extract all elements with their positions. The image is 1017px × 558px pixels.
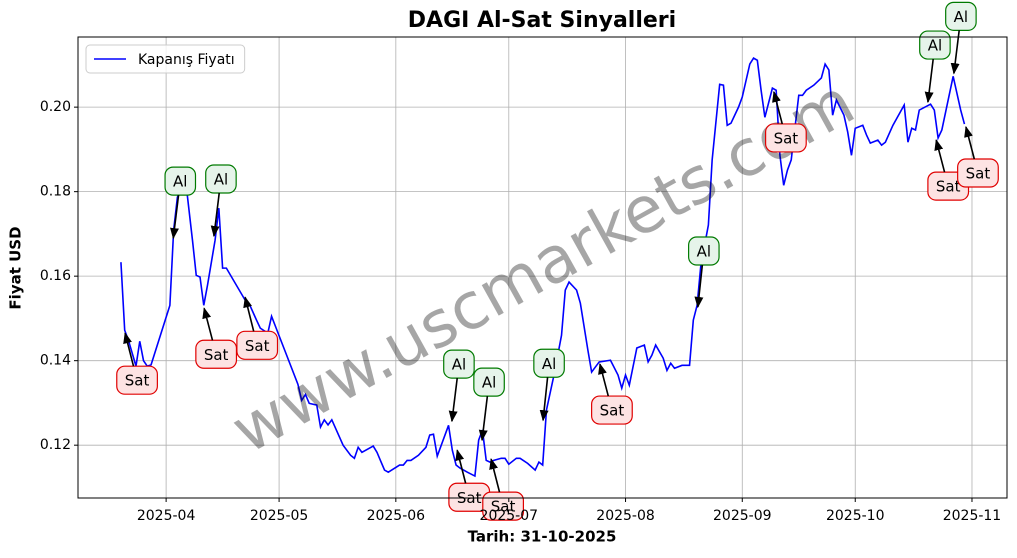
signal-annotation: Al bbox=[473, 367, 505, 442]
signal-annotation: Al bbox=[919, 30, 951, 104]
y-axis-label: Fiyat USD bbox=[7, 226, 25, 309]
signal-box bbox=[443, 349, 475, 379]
signal-box bbox=[957, 158, 999, 188]
signal-annotation: Al bbox=[205, 164, 237, 238]
signal-arrow bbox=[243, 296, 255, 332]
signal-annotation: Al bbox=[533, 348, 565, 422]
signal-label: Sat bbox=[125, 372, 150, 390]
signal-arrow bbox=[448, 377, 459, 423]
axes-frame bbox=[77, 36, 1008, 499]
signal-label: Al bbox=[954, 8, 968, 26]
signal-label: Al bbox=[542, 355, 556, 373]
x-tick-label: 2025-10 bbox=[826, 508, 885, 524]
signal-box bbox=[688, 236, 720, 266]
signal-arrow bbox=[950, 30, 960, 75]
signal-box bbox=[164, 166, 197, 196]
signal-label: Sat bbox=[204, 346, 229, 364]
signal-arrow bbox=[170, 195, 180, 240]
signal-box bbox=[945, 1, 977, 31]
chart-title: DAGI Al-Sat Sinyalleri bbox=[408, 8, 676, 33]
signal-label: Al bbox=[452, 356, 466, 374]
signal-arrow bbox=[772, 90, 784, 125]
y-tick-label: 0.14 bbox=[40, 353, 71, 369]
x-tick-label: 2025-11 bbox=[943, 508, 1002, 524]
x-tick-label: 2025-09 bbox=[713, 508, 772, 524]
signal-arrow bbox=[694, 264, 704, 309]
signal-box bbox=[591, 395, 633, 425]
signal-box bbox=[195, 339, 238, 369]
signal-label: Sat bbox=[966, 165, 991, 183]
signal-annotation: Sat bbox=[764, 90, 807, 153]
y-tick-label: 0.20 bbox=[40, 99, 71, 115]
signal-arrow bbox=[598, 362, 610, 397]
signal-box bbox=[533, 348, 565, 378]
signal-arrow bbox=[123, 332, 135, 367]
x-tick-label: 2025-06 bbox=[367, 508, 426, 524]
x-tick-label: 2025-04 bbox=[137, 508, 196, 524]
x-tick-label: 2025-07 bbox=[480, 508, 539, 524]
signal-label: Sat bbox=[600, 402, 625, 420]
legend-label: Kapanış Fiyatı bbox=[138, 52, 235, 68]
signal-arrow bbox=[455, 449, 467, 484]
signal-box bbox=[919, 30, 951, 60]
y-tick-label: 0.12 bbox=[40, 437, 71, 453]
signal-arrow bbox=[478, 396, 489, 442]
signal-annotation: Al bbox=[164, 166, 197, 240]
signal-arrow bbox=[202, 307, 214, 341]
signal-annotation: Al bbox=[443, 349, 475, 423]
signal-box bbox=[236, 330, 279, 360]
y-tick-label: 0.18 bbox=[40, 184, 71, 200]
x-axis-label: Tarih: 31-10-2025 bbox=[468, 528, 617, 546]
signal-annotation: Sat bbox=[591, 362, 633, 425]
signal-arrow bbox=[489, 458, 501, 493]
signal-box bbox=[473, 367, 505, 397]
legend-frame bbox=[85, 44, 246, 74]
signal-arrow bbox=[210, 192, 221, 238]
signal-annotation: Sat bbox=[116, 332, 158, 395]
signal-annotation: Sat bbox=[195, 307, 238, 369]
signal-arrow bbox=[539, 377, 549, 422]
signal-label: Al bbox=[928, 37, 942, 55]
x-tick-label: 2025-08 bbox=[596, 508, 655, 524]
annotations: Sat Al Al Sat Sat Al Sat Al Sat Al Sat Al Sat Al Sat Al… bbox=[116, 1, 999, 521]
signal-annotation: Sat bbox=[236, 296, 279, 360]
signal-label: Al bbox=[482, 374, 496, 392]
signal-arrow bbox=[924, 58, 934, 104]
signal-annotation: Al bbox=[688, 236, 720, 309]
signal-annotation: Al bbox=[945, 1, 977, 75]
legend: Kapanış Fiyatı bbox=[85, 44, 246, 74]
signal-box bbox=[116, 365, 158, 395]
signal-box bbox=[764, 123, 807, 153]
signal-box bbox=[482, 491, 525, 521]
signal-label: Sat bbox=[245, 337, 270, 355]
signal-box bbox=[205, 164, 237, 194]
signal-arrow bbox=[934, 139, 946, 173]
axes: 0.12 0.14 0.16 0.18 0.20 2025-04 2025-05 2025-0… bbox=[40, 99, 1001, 524]
signal-label: Al bbox=[173, 173, 187, 191]
x-tick-label: 2025-05 bbox=[250, 508, 309, 524]
signal-label: Sat bbox=[491, 498, 516, 516]
signal-label: Al bbox=[214, 171, 228, 189]
y-tick-label: 0.16 bbox=[40, 268, 71, 284]
signal-annotation: Sat bbox=[957, 125, 999, 188]
signal-arrow bbox=[964, 125, 976, 160]
signal-label: Sat bbox=[774, 129, 799, 147]
signal-label: Sat bbox=[936, 178, 961, 196]
signal-label: Al bbox=[697, 243, 711, 261]
signal-annotation: Sat bbox=[482, 458, 525, 521]
